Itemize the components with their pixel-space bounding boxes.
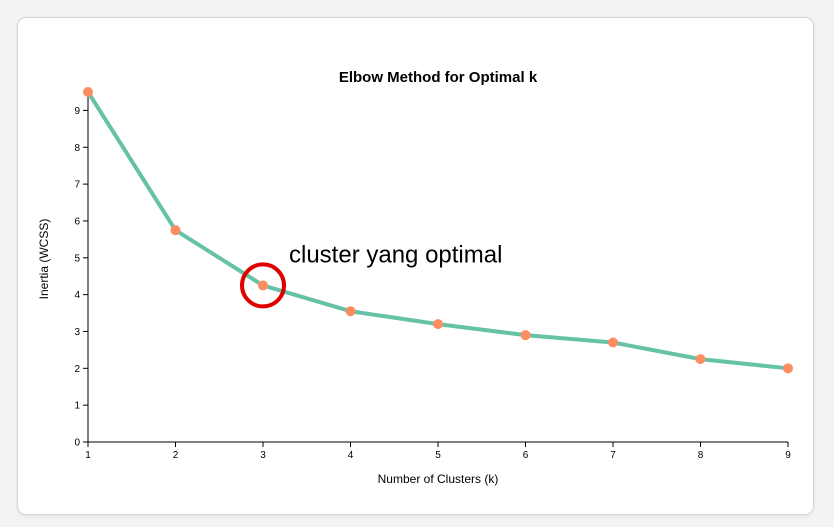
data-point bbox=[83, 87, 93, 97]
y-axis-label: Inertia (WCSS) bbox=[37, 219, 51, 300]
y-tick-label: 3 bbox=[74, 327, 80, 338]
y-tick-label: 6 bbox=[74, 216, 80, 227]
y-tick-label: 2 bbox=[74, 364, 80, 375]
chart-title: Elbow Method for Optimal k bbox=[339, 69, 538, 86]
x-tick-label: 7 bbox=[610, 450, 616, 461]
x-tick-label: 4 bbox=[348, 450, 354, 461]
data-point bbox=[170, 225, 181, 236]
y-tick-label: 5 bbox=[74, 253, 80, 264]
y-tick-label: 8 bbox=[74, 143, 80, 154]
y-tick-label: 4 bbox=[74, 290, 80, 301]
x-tick-label: 6 bbox=[523, 450, 529, 461]
data-point bbox=[783, 363, 793, 374]
x-axis: 1 2 3 4 5 6 7 8 9 bbox=[85, 441, 791, 461]
y-tick-label: 0 bbox=[74, 438, 80, 449]
data-point bbox=[608, 337, 618, 348]
x-tick-label: 9 bbox=[785, 450, 791, 461]
y-axis: 0 1 2 3 4 5 6 7 8 9 bbox=[74, 90, 89, 449]
data-point bbox=[258, 280, 268, 291]
data-point bbox=[345, 306, 356, 317]
x-tick-label: 2 bbox=[173, 450, 179, 461]
annotation-label: cluster yang optimal bbox=[289, 241, 502, 268]
x-tick-label: 3 bbox=[260, 450, 266, 461]
data-point bbox=[695, 354, 706, 365]
data-point bbox=[520, 330, 531, 341]
x-tick-label: 8 bbox=[698, 450, 704, 461]
x-tick-label: 1 bbox=[85, 450, 91, 461]
data-point bbox=[433, 319, 443, 330]
y-tick-label: 9 bbox=[74, 106, 80, 117]
x-axis-label: Number of Clusters (k) bbox=[378, 472, 499, 486]
series-points bbox=[83, 87, 793, 374]
y-tick-label: 1 bbox=[74, 401, 80, 412]
y-tick-label: 7 bbox=[74, 180, 80, 191]
x-tick-label: 5 bbox=[435, 450, 441, 461]
optimal-k-highlight-circle bbox=[240, 262, 286, 309]
